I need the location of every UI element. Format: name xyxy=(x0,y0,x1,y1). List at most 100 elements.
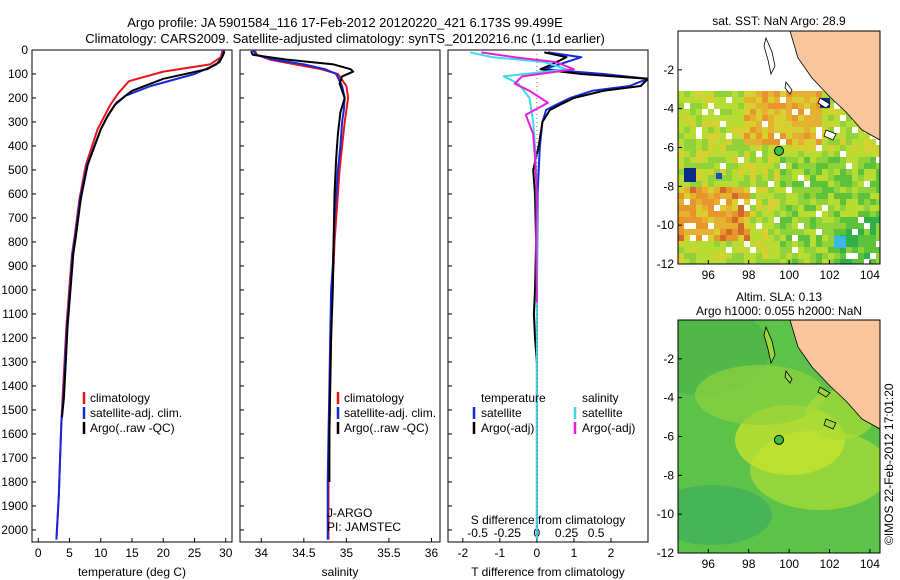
map-y-tick-label: -4 xyxy=(663,102,674,116)
sst-cell xyxy=(798,163,804,169)
sst-cell xyxy=(726,235,732,241)
sst-cell xyxy=(678,193,684,199)
sst-cell xyxy=(858,211,864,217)
sst-cell xyxy=(756,181,762,187)
sst-cell xyxy=(810,97,816,103)
depth-tick-label: 800 xyxy=(8,235,28,249)
sst-cell xyxy=(714,103,720,109)
map-y-tick-label: -10 xyxy=(657,218,675,232)
sst-cell xyxy=(708,211,714,217)
sst-cell xyxy=(708,217,714,223)
sst-cell xyxy=(858,229,864,235)
sst-cell xyxy=(708,97,714,103)
sst-cell xyxy=(738,163,744,169)
sst-cell xyxy=(804,235,810,241)
sst-cell xyxy=(792,115,798,121)
sst-cell xyxy=(816,199,822,205)
sst-cell xyxy=(822,121,828,127)
sst-cell xyxy=(702,169,708,175)
sst-cell xyxy=(774,163,780,169)
sst-cell xyxy=(774,175,780,181)
sst-cell xyxy=(798,151,804,157)
map-y-tick-label: -8 xyxy=(663,179,674,193)
sst-cell xyxy=(750,97,756,103)
sst-cell xyxy=(858,235,864,241)
sst-cell xyxy=(744,259,750,264)
sst-cell xyxy=(864,199,870,205)
sst-cell xyxy=(726,175,732,181)
sst-cell xyxy=(678,217,684,223)
sst-cell xyxy=(828,205,834,211)
x-tick-label: 2 xyxy=(608,546,615,560)
sst-cell xyxy=(798,229,804,235)
sst-cell xyxy=(792,253,798,259)
map-x-tick-label: 104 xyxy=(860,268,880,282)
argo-position-marker xyxy=(773,145,784,156)
sst-cell xyxy=(774,235,780,241)
sst-cell xyxy=(816,205,822,211)
sst-cell xyxy=(774,157,780,163)
sst-cell xyxy=(834,181,840,187)
map-y-tick-label: -4 xyxy=(663,391,674,405)
sst-cell xyxy=(732,97,738,103)
x-tick-label: 1 xyxy=(571,546,578,560)
sst-cell xyxy=(822,199,828,205)
sst-cell xyxy=(708,181,714,187)
sst-cell xyxy=(702,253,708,259)
sst-cell xyxy=(726,151,732,157)
sst-cell xyxy=(792,97,798,103)
sst-cell xyxy=(708,121,714,127)
sst-cell xyxy=(696,187,702,193)
sst-cell xyxy=(774,223,780,229)
land-sumatra xyxy=(789,31,880,141)
sst-cell xyxy=(858,247,864,253)
sst-cell xyxy=(726,127,732,133)
sst-cell xyxy=(708,205,714,211)
sst-cell xyxy=(774,181,780,187)
sst-cell xyxy=(768,139,774,145)
sst-cell xyxy=(810,91,816,97)
sst-cell xyxy=(780,181,786,187)
sst-cell xyxy=(768,133,774,139)
sst-cell xyxy=(852,187,858,193)
sst-map-title: sat. SST: NaN Argo: 28.9 xyxy=(712,14,846,28)
sst-cell xyxy=(762,253,768,259)
x-tick-label: 0 xyxy=(534,546,541,560)
sst-cell xyxy=(774,199,780,205)
sst-cell xyxy=(684,217,690,223)
sst-cell xyxy=(708,127,714,133)
sst-cell xyxy=(714,199,720,205)
sst-cell xyxy=(786,133,792,139)
sst-cell xyxy=(720,217,726,223)
sst-cell xyxy=(846,169,852,175)
sst-cell xyxy=(828,127,834,133)
sst-cell xyxy=(768,109,774,115)
sst-cell xyxy=(816,235,822,241)
island-outline xyxy=(784,370,793,384)
sst-cell xyxy=(834,163,840,169)
sst-cell xyxy=(870,151,876,157)
sst-cell xyxy=(846,187,852,193)
sst-cell xyxy=(858,205,864,211)
imos-timestamp: ©IMOS 22-Feb-2012 17:01:20 xyxy=(882,383,896,545)
sst-cell xyxy=(786,157,792,163)
sst-cell xyxy=(822,241,828,247)
sst-cell xyxy=(822,175,828,181)
sst-cell xyxy=(810,157,816,163)
sst-cell xyxy=(834,247,840,253)
sla-map-axes: 96 98 100 102 104 -2 -4 -6 -8 -10 -12 xyxy=(657,352,881,571)
legend-label-climatology: climatology xyxy=(344,391,404,405)
sst-cell xyxy=(768,205,774,211)
sst-cell xyxy=(822,223,828,229)
x-tick-label: 25 xyxy=(188,546,202,560)
sst-cell xyxy=(744,223,750,229)
sst-cell xyxy=(816,103,822,109)
sst-cell xyxy=(714,133,720,139)
sst-cell xyxy=(762,109,768,115)
sst-cell xyxy=(846,121,852,127)
sst-cell xyxy=(762,223,768,229)
sst-cell xyxy=(774,115,780,121)
sst-cell xyxy=(810,163,816,169)
series-line-argo_salinity xyxy=(481,51,575,303)
x-tick-label: 35.5 xyxy=(377,546,401,560)
